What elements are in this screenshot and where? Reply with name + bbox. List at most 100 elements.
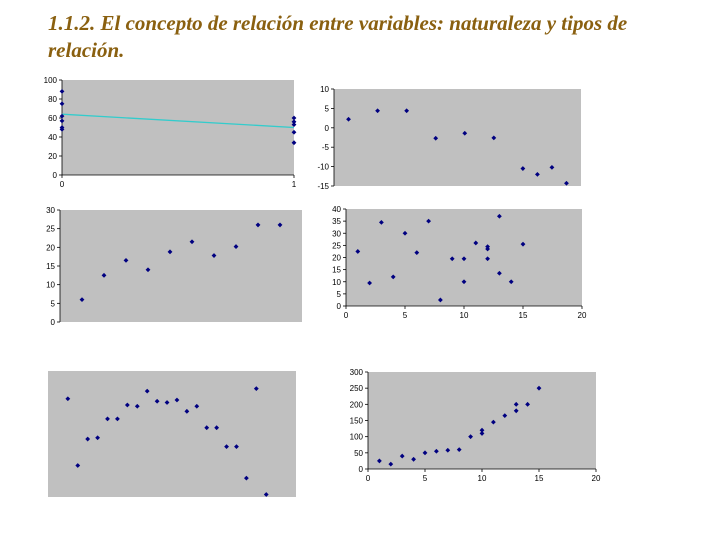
- data-point: [404, 108, 410, 114]
- data-point: [367, 280, 372, 286]
- trend-line: [61, 113, 295, 129]
- data-point: [346, 116, 351, 122]
- y-tick-label: 100: [350, 433, 364, 442]
- data-point: [167, 249, 173, 255]
- data-point: [491, 135, 497, 141]
- y-tick-label: 40: [48, 133, 57, 142]
- data-point: [355, 249, 361, 254]
- data-point: [59, 127, 65, 132]
- data-point: [189, 239, 195, 245]
- data-point: [79, 297, 85, 302]
- data-point: [105, 416, 110, 422]
- data-point: [184, 408, 190, 414]
- y-tick-label: 30: [332, 229, 341, 238]
- scatter-chart-3: 0 5 10 15 20 25 30: [46, 206, 302, 327]
- y-tick-label: 35: [332, 217, 341, 226]
- y-tick-label: 15: [332, 266, 341, 275]
- data-point: [115, 416, 120, 422]
- data-point: [390, 274, 396, 280]
- y-tick-label: -15: [317, 182, 329, 191]
- data-point: [536, 385, 542, 391]
- data-point: [461, 256, 467, 262]
- scatter-chart-6: 0 50 100 150 200 250 300 0 5 10 15 20: [350, 368, 601, 483]
- data-point: [291, 119, 297, 125]
- x-tick-label: 20: [578, 311, 587, 320]
- data-point: [497, 213, 502, 219]
- data-point: [95, 435, 100, 441]
- plot-area: [60, 210, 302, 322]
- y-tick-label: 0: [337, 302, 342, 311]
- y-tick-label: 20: [46, 243, 55, 252]
- data-point: [473, 240, 479, 246]
- x-tick-label: 1: [292, 180, 297, 189]
- data-point: [263, 492, 269, 497]
- data-point: [375, 108, 380, 114]
- y-tick-label: 5: [337, 290, 342, 299]
- data-point: [388, 461, 394, 467]
- y-tick-label: 20: [332, 254, 341, 263]
- data-point: [513, 408, 519, 414]
- data-point: [433, 135, 439, 141]
- scatter-chart-2: 10 5 0 -5 -10 -15: [317, 85, 581, 191]
- plot-area: [368, 372, 596, 469]
- y-tick-label: 15: [46, 262, 55, 271]
- x-tick-label: 15: [519, 311, 528, 320]
- data-point: [520, 241, 526, 247]
- data-point: [485, 256, 490, 262]
- x-tick-label: 10: [460, 311, 469, 320]
- data-point: [134, 403, 140, 409]
- data-point: [59, 113, 65, 119]
- scatter-chart-4: 0 5 10 15 20 25 30 35 40 0 5 10 15 20: [332, 205, 587, 320]
- y-tick-label: 20: [48, 152, 57, 161]
- data-point: [449, 256, 455, 262]
- data-point: [123, 258, 129, 263]
- y-tick-label: 0: [51, 318, 56, 327]
- data-point: [291, 122, 297, 128]
- data-point: [75, 463, 81, 468]
- data-point: [214, 425, 220, 431]
- x-tick-label: 15: [535, 474, 544, 483]
- page-title: 1.1.2. El concepto de relación entre var…: [48, 11, 628, 62]
- data-point: [377, 458, 382, 464]
- data-point: [422, 450, 428, 456]
- data-point: [253, 386, 259, 392]
- data-point: [85, 436, 91, 442]
- y-tick-label: 250: [350, 384, 364, 393]
- data-point: [461, 279, 467, 285]
- data-point: [101, 272, 107, 278]
- y-tick-label: 25: [46, 225, 55, 234]
- data-point: [379, 219, 384, 225]
- data-point: [426, 218, 431, 224]
- data-point: [59, 89, 65, 94]
- scatter-chart-5: [48, 371, 296, 497]
- y-tick-label: 10: [46, 281, 55, 290]
- data-point: [244, 475, 249, 481]
- x-tick-label: 0: [366, 474, 371, 483]
- data-point: [154, 398, 160, 404]
- data-point: [277, 222, 283, 228]
- data-point: [233, 244, 239, 249]
- data-point: [564, 180, 569, 186]
- data-point: [234, 444, 239, 449]
- y-tick-label: 5: [51, 299, 56, 308]
- y-tick-label: 10: [320, 85, 329, 94]
- data-point: [59, 101, 65, 107]
- data-point: [144, 388, 150, 394]
- data-point: [434, 448, 439, 454]
- x-tick-label: 5: [403, 311, 408, 320]
- plot-area: [62, 80, 294, 175]
- y-tick-label: 100: [44, 76, 58, 85]
- y-tick-label: 0: [53, 171, 58, 180]
- data-point: [224, 444, 229, 449]
- data-point: [479, 431, 485, 436]
- data-point: [255, 222, 261, 228]
- y-tick-label: 150: [350, 417, 364, 426]
- data-point: [445, 447, 451, 453]
- y-tick-label: 200: [350, 400, 364, 409]
- data-point: [65, 396, 71, 402]
- y-tick-label: 50: [354, 449, 363, 458]
- y-tick-label: 300: [350, 368, 364, 377]
- y-tick-label: -5: [322, 143, 330, 152]
- data-point: [145, 267, 151, 273]
